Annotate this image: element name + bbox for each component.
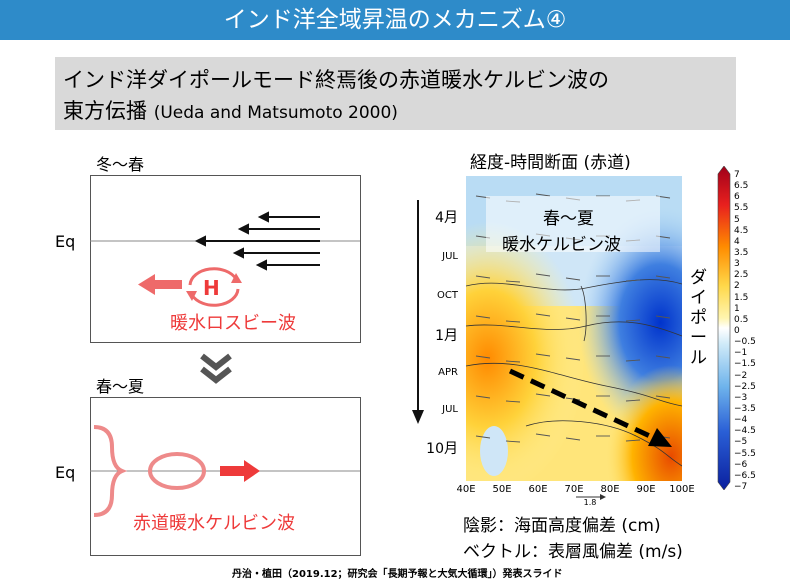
kelvin-diagram — [90, 425, 360, 517]
colorbar-tick-label: 0.5 — [734, 314, 749, 325]
colorbar — [717, 166, 731, 490]
colorbar-tick-label: 1 — [734, 303, 740, 314]
high-pressure-label: H — [203, 276, 220, 300]
colorbar-tick-label: 5.5 — [734, 203, 749, 214]
annotation-season: 春～夏 — [543, 209, 594, 229]
h-circulation-icon — [186, 267, 242, 307]
colorbar-tick-label: −2 — [734, 370, 748, 381]
colorbar-tick-label: 6 — [734, 192, 740, 203]
y-tick-label: 10月 — [426, 441, 458, 457]
colorbar-tick-label: 1.5 — [734, 292, 749, 303]
subtitle-line-2: 東方伝播 (Ueda and Matsumoto 2000) — [63, 95, 398, 125]
colorbar-tick-label: −1 — [734, 348, 748, 359]
colorbar-tick-label: −4 — [734, 415, 748, 426]
legend-vector: ベクトル：表層風偏差 (m/s) — [463, 542, 683, 562]
colorbar-tick-label: −7 — [734, 482, 748, 492]
y-tick-label: JUL — [442, 404, 458, 415]
season-label-winter-spring: 冬～春 — [96, 155, 145, 174]
x-tick-label: 40E — [456, 484, 476, 495]
westward-arrow-icon — [138, 274, 182, 295]
x-tick-label: 60E — [528, 484, 548, 495]
rossby-diagram — [90, 211, 360, 307]
kelvin-wave-label: 赤道暖水ケルビン波 — [133, 513, 295, 534]
vector-scale-arrow-icon — [576, 494, 606, 500]
y-tick-label: APR — [438, 367, 458, 378]
dipole-label: ダイポール — [690, 268, 707, 368]
annotation-kelvin: 暖水ケルビン波 — [502, 235, 621, 255]
subtitle-main: 東方伝播 — [63, 99, 147, 123]
colorbar-tick-label: 3.5 — [734, 248, 749, 258]
chart-annotation-box — [486, 196, 660, 252]
subtitle-line-1: インド洋ダイポールモード終焉後の赤道暖水ケルビン波の — [63, 68, 609, 92]
colorbar-tick-label: −6 — [734, 459, 748, 470]
colorbar-tick-label: −5 — [734, 437, 748, 448]
x-tick-label: 90E — [636, 484, 656, 495]
x-tick-label: 80E — [600, 484, 620, 495]
colorbar-tick-label: −3.5 — [734, 404, 756, 414]
subtitle-box: インド洋ダイポールモード終焉後の赤道暖水ケルビン波の 東方伝播 (Ueda an… — [55, 57, 736, 130]
colorbar-tick-label: −5.5 — [734, 448, 756, 459]
slide-title: インド洋全域昇温のメカニズム④ — [0, 0, 790, 40]
chart-title: 経度-時間断面 (赤道) — [470, 153, 631, 173]
x-tick-label: 100E — [669, 484, 695, 495]
y-tick-label: JUL — [442, 251, 458, 262]
eastward-arrow-icon — [220, 460, 260, 482]
legend-shading: 陰影：海面高度偏差 (cm) — [463, 516, 661, 536]
y-tick-label: 1月 — [435, 328, 458, 344]
subtitle-citation: (Ueda and Matsumoto 2000) — [153, 103, 398, 123]
colorbar-tick-label: −1.5 — [734, 359, 756, 370]
eq-label-top: Eq — [55, 232, 76, 251]
colorbar-tick-label: −2.5 — [734, 381, 756, 392]
colorbar-tick-label: −4.5 — [734, 426, 756, 437]
colorbar-tick-label: −3 — [734, 392, 748, 403]
colorbar-tick-label: 4 — [734, 236, 740, 247]
time-arrow-icon — [412, 200, 424, 424]
colorbar-tick-label: −6.5 — [734, 470, 756, 481]
eq-label-bottom: Eq — [55, 463, 76, 482]
diagram-panel-top — [90, 175, 361, 343]
footer-credit: 丹治・植田（2019.12；研究会「長期予報と大気大循環」）発表スライド — [232, 569, 563, 580]
x-tick-label: 50E — [492, 484, 512, 495]
y-tick-label: 4月 — [435, 210, 458, 226]
coast-bracket-icon — [93, 425, 128, 517]
diagram-panel-bottom — [90, 397, 361, 556]
colorbar-tick-label: 2 — [734, 281, 740, 292]
colorbar-tick-label: 4.5 — [734, 225, 749, 236]
rossby-wave-label: 暖水ロスビー波 — [170, 313, 296, 334]
season-label-spring-summer: 春～夏 — [96, 377, 145, 396]
colorbar-tick-label: 6.5 — [734, 181, 749, 192]
colorbar-tick-label: 7 — [734, 170, 740, 180]
double-chevron-down-icon — [200, 353, 232, 384]
colorbar-tick-label: 3 — [734, 259, 740, 270]
colorbar-tick-label: 0 — [734, 326, 740, 336]
colorbar-tick-label: 2.5 — [734, 270, 749, 281]
warm-bulge-icon — [148, 452, 206, 490]
colorbar-tick-label: 5 — [734, 214, 740, 225]
colorbar-tick-label: −0.5 — [734, 337, 756, 348]
x-tick-label: 70E — [564, 484, 584, 495]
y-tick-label: OCT — [437, 290, 458, 301]
vector-scale-label: 1.8 — [583, 498, 597, 507]
